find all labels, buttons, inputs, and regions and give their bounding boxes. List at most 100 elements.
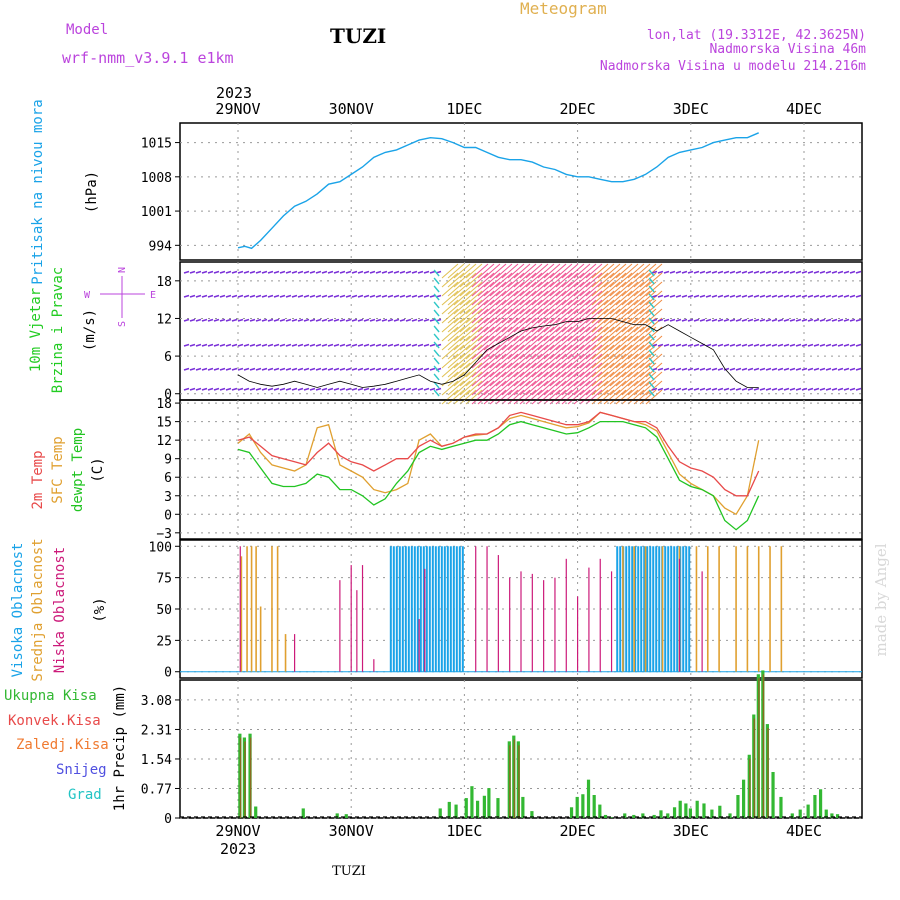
wind-barb <box>387 318 394 322</box>
wind-barb <box>741 343 748 347</box>
wind-barb <box>681 387 688 391</box>
wind-barb <box>621 362 639 378</box>
wind-barb <box>621 299 639 315</box>
wind-barb <box>648 301 655 309</box>
wind-barb <box>621 317 639 333</box>
wind-barb <box>843 343 850 347</box>
wind-barb <box>537 362 555 378</box>
wind-barb <box>411 387 418 391</box>
pressure-frame <box>179 122 863 261</box>
wind-barb <box>483 344 501 360</box>
top-day-labels: 29NOV 30NOV 1DEC 2DEC 3DEC 4DEC <box>215 100 822 118</box>
wind-barb <box>261 270 268 274</box>
temperature-grid <box>180 400 862 539</box>
wind-barb <box>615 371 633 387</box>
wind-barb <box>735 387 742 391</box>
wind-barb <box>423 367 430 371</box>
wind-barb <box>711 294 718 298</box>
wind-barb <box>249 270 256 274</box>
wind-barb <box>801 270 808 274</box>
wind-barb <box>795 367 802 371</box>
wind-barb <box>555 308 573 324</box>
wind-barb <box>573 317 591 333</box>
wind-barb <box>441 272 459 288</box>
wind-barbs <box>183 263 862 405</box>
pressure-panel: 994 1001 1008 1015 Pritisak na nivou mora (… <box>30 99 863 285</box>
wind-barb <box>459 380 477 396</box>
wind-barb <box>723 367 730 371</box>
wind-barb <box>381 294 388 298</box>
precip-ticks: 0 0.77 1.54 2.31 3.08 <box>141 694 180 827</box>
y-tick-label: 0 <box>164 508 172 523</box>
wind-barb <box>648 309 655 317</box>
wind-barb <box>579 263 597 279</box>
wind-barb <box>627 389 645 405</box>
wind-barb <box>273 343 280 347</box>
wind-barb <box>267 270 274 274</box>
wind-barb <box>285 387 292 391</box>
wind-barb <box>573 380 591 396</box>
wind-barb <box>207 387 214 391</box>
wind-barb <box>297 294 304 298</box>
precip-bar <box>487 788 491 818</box>
wind-barb <box>321 318 328 322</box>
wind-barb <box>243 387 250 391</box>
wind-barb <box>429 294 436 298</box>
wind-barb <box>549 362 567 378</box>
wind-barb <box>717 294 724 298</box>
wind-barb <box>567 263 585 279</box>
cloud-bars <box>180 546 862 673</box>
wind-barb <box>603 362 621 378</box>
wind-barb <box>543 290 561 306</box>
watermark: made by Angel <box>872 543 890 656</box>
wind-barb <box>591 281 609 297</box>
graupel-label: Grad <box>68 787 102 803</box>
precip-bar <box>710 809 714 818</box>
total-rain-label: Ukupna Kisa <box>4 688 97 704</box>
wind-barb <box>195 270 202 274</box>
wind-barb <box>501 299 519 315</box>
wind-barb <box>645 335 663 351</box>
wind-barb <box>717 387 724 391</box>
wind-barb <box>579 362 597 378</box>
wind-barb <box>363 294 370 298</box>
wind-barb <box>729 387 736 391</box>
wind-barb <box>843 318 850 322</box>
wind-barb <box>213 343 220 347</box>
top-day-label: 30NOV <box>329 100 374 118</box>
wind-barb <box>747 387 754 391</box>
precip-bar-conv <box>518 745 520 818</box>
wind-barb <box>225 294 232 298</box>
precip-bar <box>603 814 608 818</box>
wind-barb <box>433 373 440 381</box>
wind-barb <box>801 387 808 391</box>
wind-barb <box>321 343 328 347</box>
wind-barb <box>207 270 214 274</box>
wind-barb <box>525 290 543 306</box>
wind-barb <box>855 387 862 391</box>
wind-barb <box>399 270 406 274</box>
wind-barb <box>219 343 226 347</box>
bottom-day-label: 1DEC <box>446 822 482 840</box>
wind-barb <box>597 335 615 351</box>
wind-barb <box>465 335 483 351</box>
wind-barb <box>411 343 418 347</box>
wind-barb <box>597 362 615 378</box>
wind-barb <box>345 318 352 322</box>
wind-barb <box>615 326 633 342</box>
wind-barb <box>831 270 838 274</box>
wind-barb <box>549 326 567 342</box>
wind-barb <box>579 317 597 333</box>
wind-barb <box>195 294 202 298</box>
wind-barb <box>363 343 370 347</box>
wind-barb <box>699 318 706 322</box>
wind-barb <box>279 318 286 322</box>
wind-barb <box>723 343 730 347</box>
wind-barb <box>303 294 310 298</box>
wind-barb <box>333 318 340 322</box>
wind-barb <box>447 362 465 378</box>
wind-barb <box>315 367 322 371</box>
wind-barb <box>621 290 639 306</box>
wind-barb <box>489 344 507 360</box>
wind-barb <box>549 308 567 324</box>
